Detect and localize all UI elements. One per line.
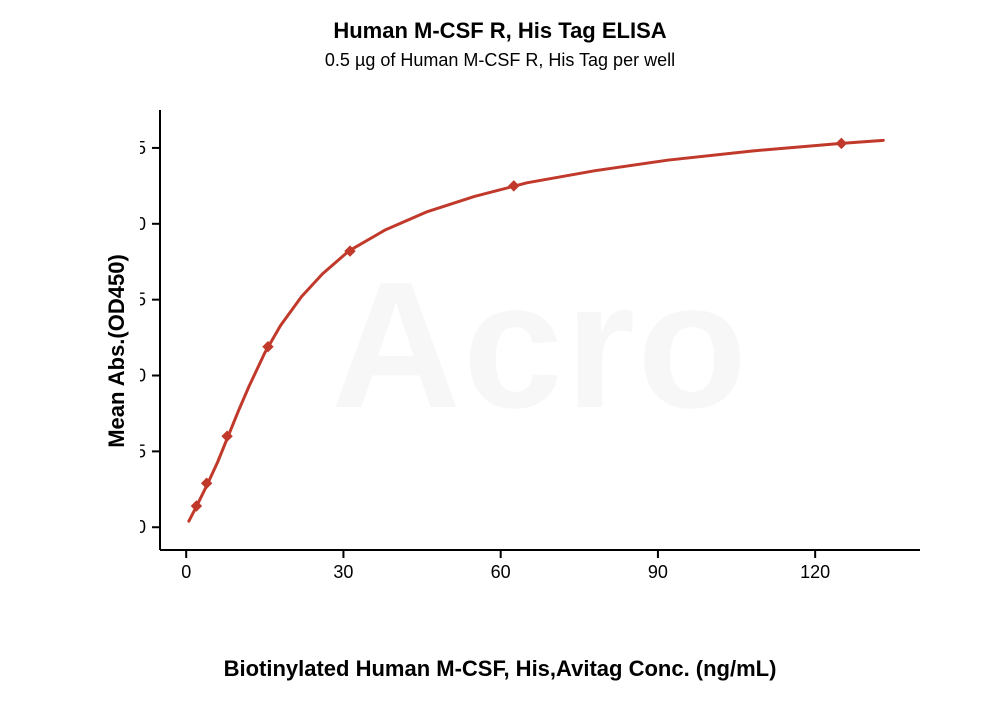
y-tick-label: 2.0 [140, 214, 146, 234]
x-tick-label: 30 [333, 562, 353, 582]
data-marker [836, 138, 846, 148]
y-tick-label: 1.5 [140, 290, 146, 310]
fit-curve [189, 140, 883, 521]
x-tick-label: 120 [800, 562, 830, 582]
plot-svg: 0 30 60 90 120 0.0 0.5 1.0 1.5 2.0 2.5 [140, 100, 940, 590]
data-marker [509, 181, 519, 191]
y-axis-label: Mean Abs.(OD450) [104, 254, 130, 448]
x-tick-label: 90 [648, 562, 668, 582]
y-tick-label: 0.0 [140, 517, 146, 537]
chart-subtitle: 0.5 µg of Human M-CSF R, His Tag per wel… [0, 50, 1000, 71]
plot-area: 0 30 60 90 120 0.0 0.5 1.0 1.5 2.0 2.5 [140, 100, 940, 590]
y-tick-label: 0.5 [140, 441, 146, 461]
x-tick-label: 60 [491, 562, 511, 582]
y-tick-label: 2.5 [140, 138, 146, 158]
x-axis-label: Biotinylated Human M-CSF, His,Avitag Con… [0, 656, 1000, 682]
elisa-chart: Human M-CSF R, His Tag ELISA 0.5 µg of H… [0, 0, 1000, 702]
x-tick-label: 0 [181, 562, 191, 582]
chart-title: Human M-CSF R, His Tag ELISA [0, 18, 1000, 44]
y-tick-label: 1.0 [140, 366, 146, 386]
